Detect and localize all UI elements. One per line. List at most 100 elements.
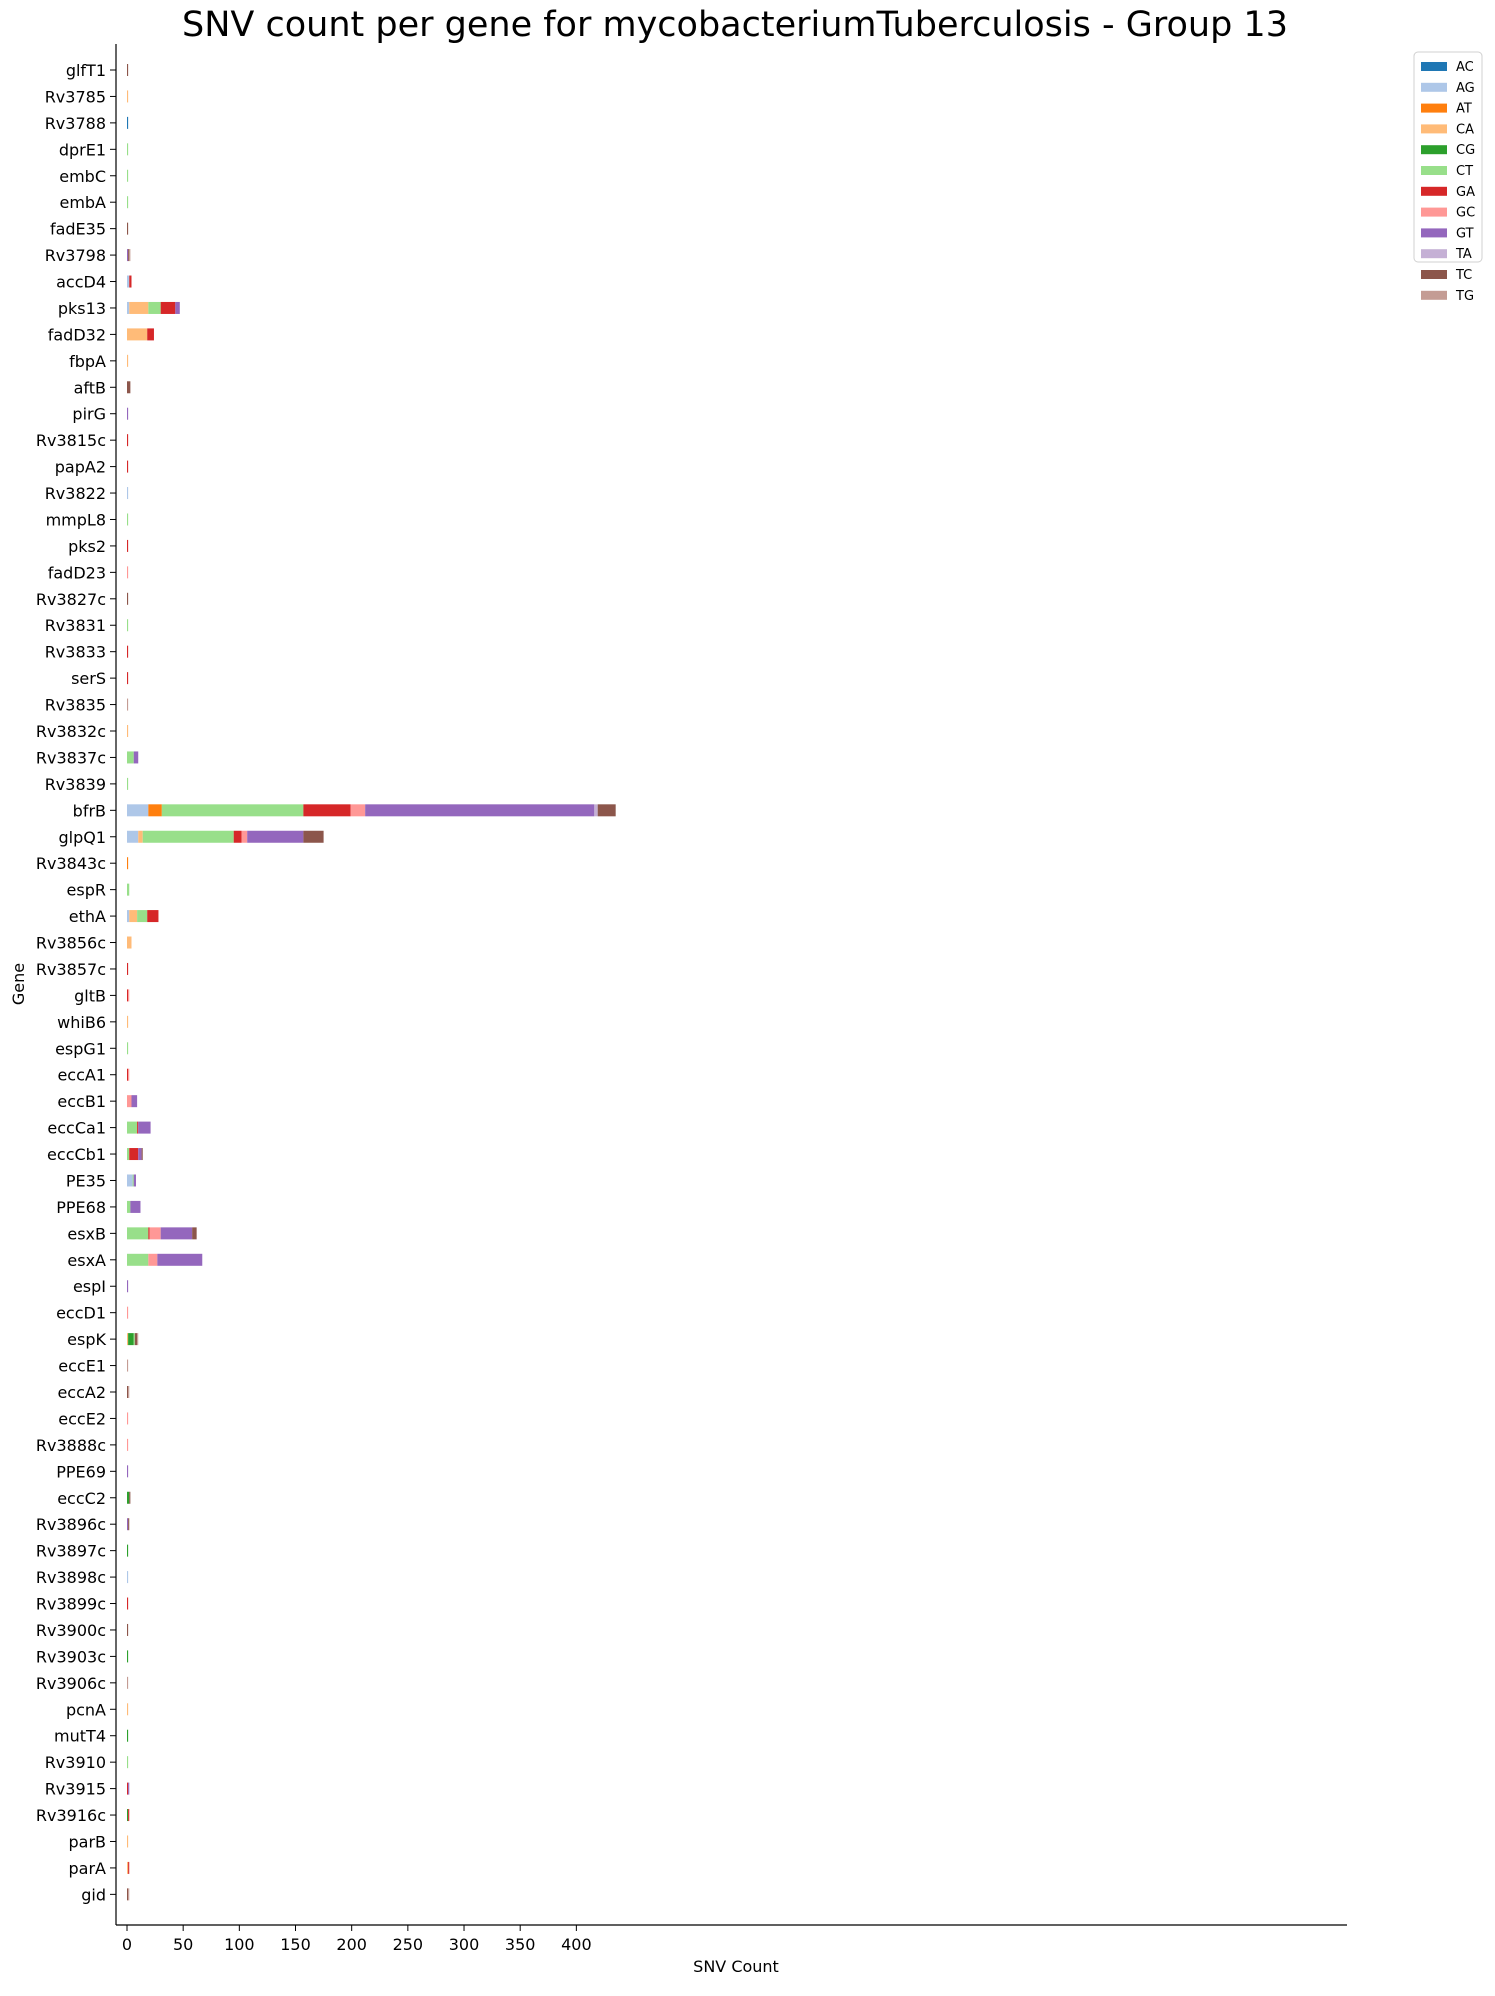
bar-segment-bfrB-GC [350,804,366,817]
y-tick-label: aftB [74,378,106,397]
y-tick-label: pks2 [68,537,106,556]
y-tick-label: bfrB [73,801,106,820]
bar-segment-bfrB-TC [597,804,616,817]
y-tick-label: Rv3897c [36,1542,106,1561]
y-tick-label: eccCa1 [47,1119,106,1138]
legend-swatch-TC [1421,270,1447,279]
y-tick-label: Rv3832c [36,722,106,741]
bar-segment-eccA2-TG [128,1386,130,1398]
chart-title: SNV count per gene for mycobacteriumTube… [182,5,1288,45]
bar-segment-Rv3831-CT [127,619,129,632]
y-tick-label: Rv3835 [45,696,106,715]
bar-segment-ethA-CA [129,910,138,923]
y-tick-label: eccD1 [56,1304,106,1323]
bar-segment-esxB-GC [149,1227,161,1240]
bar-segment-aftB-TC [127,381,131,394]
bar-segment-bfrB-TA [594,804,598,817]
bar-segment-eccE2-GC [127,1412,129,1425]
y-tick-label: espK [67,1330,106,1349]
y-tick-label: Rv3857c [36,960,106,979]
bar-segment-espK-TG [137,1333,139,1346]
y-tick-label: Rv3833 [45,643,106,662]
legend-label-GC: GC [1456,206,1475,221]
legend-swatch-CT [1421,166,1447,175]
legend-swatch-AC [1421,62,1447,71]
bar-segment-embC-CT [127,169,129,182]
y-tick-label: pks13 [58,299,106,318]
bar-segment-glpQ1-GA [233,830,242,843]
bar-segment-ethA-CT [137,910,148,923]
y-tick-label: esxB [67,1224,106,1243]
x-tick-label: 300 [449,1935,480,1954]
bar-segment-eccCa1-GT [138,1121,151,1134]
legend-swatch-GT [1421,228,1447,238]
y-tick-label: glpQ1 [58,828,106,847]
bar-segment-PPE69-GT [127,1465,129,1478]
x-tick-labels: 0 50 100 150 200 250 300 350 400 [122,1925,592,1954]
legend-label-GT: GT [1456,226,1474,241]
bar-segment-eccE1-TG [127,1359,129,1372]
bar-segment-Rv3856c-CA [127,936,132,949]
bar-segment-whiB6-CA [127,1015,129,1028]
y-tick-label: fadE35 [50,220,106,239]
legend-label-GA: GA [1456,185,1475,200]
legend: AC AG AT CA CG CT GA GC GT TA TC TG [1413,51,1483,304]
y-tick-label: embA [59,193,106,212]
y-tick-label: Rv3900c [36,1621,106,1640]
bar-segment-espK-CT [133,1333,135,1346]
bar-segment-pks13-GT [175,301,180,314]
y-tick-label: Rv3831 [45,616,106,635]
bar-segment-bfrB-GT [365,804,595,817]
y-tick-label: Rv3915 [45,1780,106,1799]
y-tick-label: eccE2 [58,1409,106,1428]
y-tick-label: eccCb1 [47,1145,106,1164]
y-tick-label: whiB6 [57,1013,106,1032]
bar-segment-Rv3915-GT [128,1782,130,1795]
x-tick-label: 400 [561,1935,592,1954]
y-tick-label: embC [59,167,106,186]
bar-segment-Rv3896c-TC [128,1518,130,1531]
bar-segment-fadD23-GC [127,566,129,579]
bar-segment-eccD1-GC [127,1306,129,1319]
bar-segment-PE35-GT [133,1174,136,1187]
y-tick-label: gltB [74,986,106,1005]
bar-segment-mutT4-CG [127,1729,129,1742]
bar-segment-Rv3916c-GA [128,1809,130,1822]
y-tick-label: esxA [67,1251,106,1270]
bar-segment-pks2-GA [127,539,129,552]
bar-segment-Rv3837c-GT [133,751,139,764]
bars-group [127,64,616,1901]
bar-segment-Rv3833-GA [127,645,129,658]
y-tick-label: glfT1 [66,61,106,80]
bar-segment-embA-CT [127,196,129,209]
bar-segment-Rv3898c-AG [127,1571,129,1584]
y-tick-label: Rv3785 [45,87,106,106]
bar-segment-glpQ1-CT [142,830,234,843]
bar-segment-gltB-GA [127,989,129,1002]
y-tick-label: gid [81,1885,106,1904]
y-tick-label: PPE68 [56,1198,106,1217]
bar-segment-glpQ1-AG [127,830,139,843]
bar-segment-PE35-CT [132,1174,134,1187]
bar-segment-parA-CA [127,1861,129,1874]
bar-segment-pks13-CT [148,301,161,314]
y-tick-label: Rv3903c [36,1647,106,1666]
bar-segment-accD4-AG [127,275,130,288]
bar-segment-Rv3843c-AT [127,857,129,870]
bar-segment-Rv3822-AG [127,487,129,500]
legend-label-CA: CA [1456,122,1474,137]
bar-segment-PPE68-CT [127,1200,131,1213]
y-tick-label: espR [67,881,106,900]
bar-segment-eccCa1-GA [137,1121,139,1134]
y-tick-label: Rv3837c [36,748,106,767]
y-tick-label: mmpL8 [46,510,106,529]
y-tick-label: fadD32 [48,325,106,344]
y-tick-label: Rv3916c [36,1806,106,1825]
y-tick-label: espG1 [55,1039,106,1058]
bar-segment-glpQ1-TC [303,830,324,843]
bar-segment-pks13-AG [127,301,130,314]
x-tick-label: 150 [280,1935,311,1954]
bar-segment-eccCb1-TC [141,1148,143,1161]
bar-segment-esxA-CT [127,1253,149,1266]
